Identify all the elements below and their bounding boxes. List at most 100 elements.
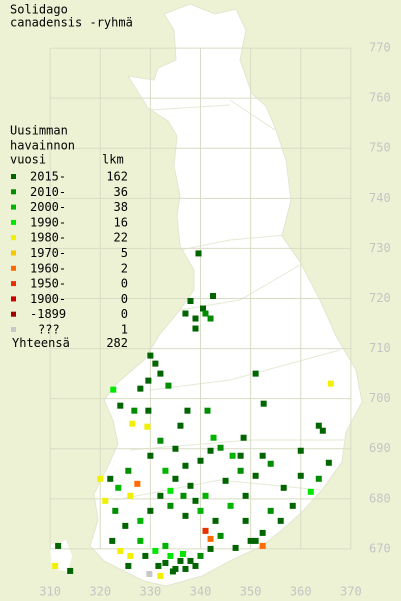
- record-square: [125, 562, 132, 569]
- record-square: [207, 447, 214, 454]
- legend-swatch: [11, 327, 16, 332]
- record-square: [319, 427, 326, 434]
- y-tick-label: 670: [369, 541, 391, 555]
- record-square: [259, 542, 266, 549]
- record-square: [167, 487, 174, 494]
- record-square: [187, 482, 194, 489]
- record-square: [122, 522, 129, 529]
- legend-swatch: [11, 265, 16, 271]
- y-tick-label: 680: [369, 491, 391, 505]
- legend-heading: vuosi: [10, 153, 46, 167]
- record-square: [297, 472, 304, 479]
- grid: 310 320 330 340 350 360 3706706806907007107207…: [39, 41, 390, 599]
- legend-swatch: [11, 235, 16, 241]
- record-square: [146, 570, 153, 577]
- legend-label: 2015-: [30, 170, 66, 184]
- record-square: [297, 447, 304, 454]
- record-square: [182, 512, 189, 519]
- record-square: [107, 475, 114, 482]
- title-line: Solidago: [10, 3, 68, 17]
- record-square: [172, 475, 179, 482]
- record-square: [182, 565, 189, 572]
- record-square: [252, 537, 259, 544]
- record-square: [227, 502, 234, 509]
- record-square: [147, 352, 154, 359]
- record-square: [127, 552, 134, 559]
- legend-heading: havainnon: [10, 139, 75, 153]
- legend: 2015- 162 2010- 36 2000- 38 1990- 16 1980- 22 1970…: [11, 170, 128, 350]
- record-square: [242, 517, 249, 524]
- record-square: [169, 568, 176, 575]
- legend-count: 162: [106, 170, 128, 184]
- legend-label: 2000-: [30, 200, 66, 214]
- record-square: [202, 527, 209, 534]
- legend-label: 2010-: [30, 185, 66, 199]
- x-tick-label: 350: [240, 585, 262, 599]
- record-square: [145, 407, 152, 414]
- record-square: [112, 507, 119, 514]
- y-tick-label: 690: [369, 441, 391, 455]
- record-square: [145, 377, 152, 384]
- record-square: [260, 400, 267, 407]
- legend-swatch: [11, 219, 16, 225]
- legend-count: 1: [121, 323, 128, 337]
- record-square: [142, 552, 149, 559]
- record-square: [147, 507, 154, 514]
- record-square: [157, 572, 164, 579]
- labels: Solidago canadensis -ryhmä Uusimman hava…: [10, 3, 133, 167]
- record-square: [315, 422, 322, 429]
- record-square: [102, 497, 109, 504]
- record-square: [192, 315, 199, 322]
- y-tick-label: 720: [369, 291, 391, 305]
- legend-heading: Uusimman: [10, 124, 68, 138]
- record-square: [131, 407, 138, 414]
- record-square: [327, 380, 334, 387]
- record-square: [192, 562, 199, 569]
- legend-swatch: [11, 189, 16, 195]
- record-square: [210, 292, 217, 299]
- record-square: [202, 310, 209, 317]
- legend-swatch: [11, 250, 16, 256]
- record-square: [280, 484, 287, 491]
- y-tick-label: 770: [369, 41, 391, 55]
- title-line: canadensis -ryhmä: [10, 16, 133, 30]
- record-square: [232, 544, 239, 551]
- record-square: [172, 445, 179, 452]
- record-square: [162, 542, 169, 549]
- legend-label: 1990-: [30, 215, 66, 229]
- legend-count-header: lkm: [102, 153, 124, 167]
- record-square: [277, 517, 284, 524]
- record-square: [167, 552, 174, 559]
- record-square: [197, 507, 204, 514]
- y-tick-label: 730: [369, 241, 391, 255]
- record-square: [217, 532, 224, 539]
- record-square: [202, 492, 209, 499]
- record-square: [180, 492, 187, 499]
- record-square: [192, 325, 199, 332]
- record-square: [162, 467, 169, 474]
- record-square: [157, 492, 164, 499]
- record-square: [182, 310, 189, 317]
- record-square: [55, 542, 62, 549]
- x-tick-label: 330: [140, 585, 162, 599]
- record-square: [195, 250, 202, 257]
- legend-label: 1960-: [30, 261, 66, 275]
- record-square: [192, 497, 199, 504]
- record-square: [179, 550, 186, 557]
- record-square: [162, 559, 169, 566]
- legend-count: 0: [121, 307, 128, 321]
- legend-label: 1980-: [30, 231, 66, 245]
- record-square: [127, 492, 134, 499]
- legend-count: 0: [121, 292, 128, 306]
- records: [52, 250, 334, 579]
- legend-count: 38: [114, 200, 128, 214]
- y-tick-label: 740: [369, 191, 391, 205]
- record-square: [52, 562, 59, 569]
- record-square: [242, 492, 249, 499]
- record-square: [289, 502, 296, 509]
- record-square: [307, 488, 314, 495]
- total-label: Yhteensä: [12, 336, 70, 350]
- record-square: [204, 407, 211, 414]
- total-count: 282: [106, 336, 128, 350]
- x-tick-label: 370: [340, 585, 362, 599]
